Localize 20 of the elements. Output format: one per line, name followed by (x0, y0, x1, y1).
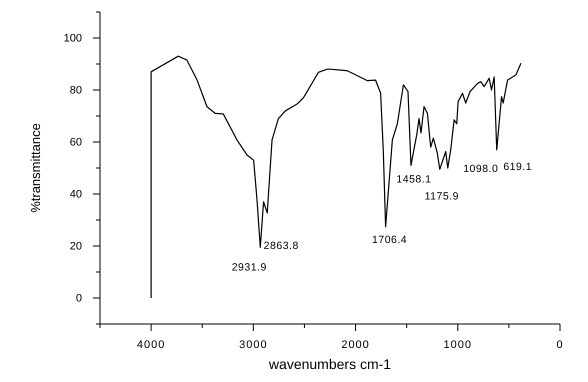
annotation: 619.1 (503, 160, 532, 173)
x-tick-label: 1000 (444, 338, 472, 351)
y-tick-label: 100 (64, 32, 82, 45)
y-tick-label: 80 (70, 84, 82, 97)
x-tick-label: 2000 (341, 338, 370, 351)
y-tick-label: 60 (70, 136, 82, 149)
y-axis-title: %transmittance (28, 123, 43, 213)
annotation: 1098.0 (463, 163, 498, 175)
annotation: 2863.8 (264, 240, 299, 252)
x-tick-label: 4000 (136, 338, 166, 351)
annotation: 1458.1 (396, 173, 432, 186)
y-tick-label: 0 (76, 292, 82, 305)
y-tick-label: 40 (70, 188, 82, 201)
annotation: 1706.4 (372, 234, 408, 246)
annotation: 1175.9 (424, 190, 459, 202)
x-axis-title: wavenumbers cm-1 (268, 356, 392, 372)
y-tick-label: 20 (70, 240, 82, 253)
annotation: 2931.9 (232, 261, 267, 274)
x-tick-label: 0 (556, 338, 564, 351)
x-tick-label: 3000 (239, 338, 268, 351)
